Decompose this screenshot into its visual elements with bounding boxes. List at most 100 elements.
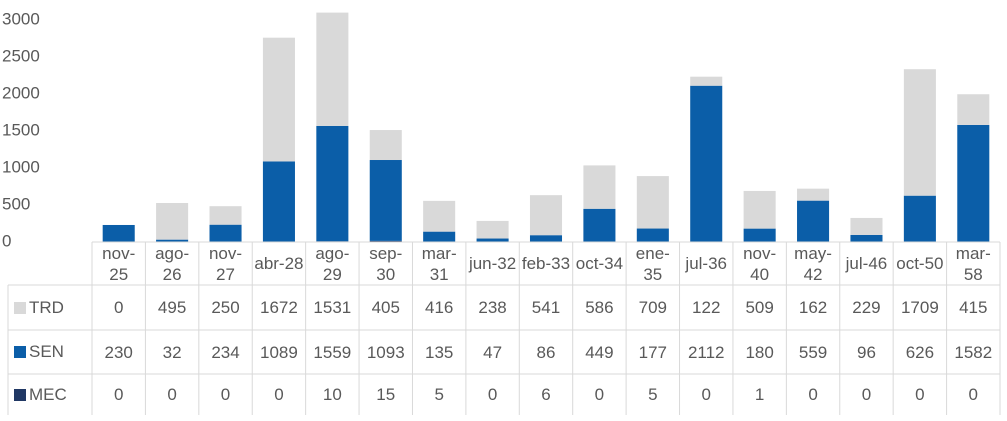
- table-value: 1709: [900, 298, 939, 317]
- table-value: 250: [211, 298, 240, 317]
- table-value: 0: [861, 385, 872, 404]
- bar: [850, 234, 883, 242]
- table-value: 0: [968, 385, 979, 404]
- y-tick-label: 2500: [2, 46, 40, 65]
- x-tick-label: abr-28: [254, 254, 304, 273]
- table-value: 0: [487, 385, 498, 404]
- bar: [369, 240, 402, 242]
- table-value: 416: [424, 298, 454, 317]
- legend-label: SEN: [29, 342, 64, 361]
- table-value: 0: [274, 385, 284, 404]
- y-tick-label: 3000: [2, 9, 40, 28]
- bar: [797, 188, 830, 201]
- table-value: 162: [798, 298, 828, 317]
- y-tick-label: 1500: [2, 120, 40, 139]
- table-value: 1: [754, 385, 765, 404]
- table-value: 234: [211, 342, 240, 362]
- y-tick-label: 500: [2, 194, 30, 213]
- bar: [529, 235, 563, 242]
- table-value: 1093: [366, 342, 405, 362]
- bar: [690, 76, 723, 86]
- bar: [262, 37, 295, 162]
- table-value: 1559: [313, 342, 352, 362]
- table-value: 559: [798, 342, 828, 362]
- bar: [369, 160, 402, 241]
- table-value: 122: [692, 298, 721, 317]
- bar: [156, 203, 189, 240]
- bar: [583, 165, 616, 209]
- table-value: 0: [915, 385, 925, 404]
- x-tick-label: oct-50: [896, 254, 944, 273]
- table-value: 0: [167, 385, 177, 404]
- bar: [957, 124, 990, 242]
- bar: [903, 69, 936, 196]
- bar: [743, 228, 776, 242]
- table-value: 177: [638, 342, 667, 362]
- x-tick-label: nov-25: [102, 243, 136, 284]
- bar: [583, 208, 616, 242]
- table-value: 0: [594, 385, 605, 404]
- bar: [636, 228, 669, 242]
- table-value: 2112: [687, 342, 725, 362]
- legend-key: [14, 388, 26, 401]
- table-value: 415: [959, 298, 988, 317]
- table-value: 0: [113, 385, 124, 404]
- table-value: 709: [638, 298, 667, 317]
- legend-key: [14, 301, 26, 314]
- bar: [423, 200, 456, 232]
- bar: [262, 161, 295, 242]
- legend-entry: SEN: [14, 330, 64, 374]
- table-value: 135: [424, 342, 454, 362]
- y-tick-label: 0: [2, 231, 11, 250]
- bar: [743, 190, 776, 229]
- legend-label: TRD: [29, 297, 64, 317]
- x-tick-label: nov-27: [208, 243, 243, 284]
- x-tick-label: may-42: [794, 243, 832, 284]
- x-tick-label: ene-35: [635, 243, 670, 284]
- x-tick-label: mar-31: [421, 243, 457, 284]
- bar: [903, 195, 936, 242]
- y-tick-label: 2000: [2, 83, 40, 102]
- x-tick-label: jul-46: [845, 254, 888, 273]
- table-value: 626: [905, 342, 935, 362]
- bar: [209, 206, 242, 225]
- table-value: 495: [157, 298, 187, 317]
- legend-key: [14, 346, 26, 358]
- legend-label: MEC: [29, 384, 67, 404]
- x-tick-label: ago-29: [315, 243, 350, 284]
- table-value: 180: [745, 342, 774, 362]
- bar: [476, 220, 509, 239]
- bar: [797, 200, 830, 242]
- x-tick-label: ago-26: [155, 243, 190, 284]
- bar: [690, 85, 723, 242]
- table-value: 238: [478, 298, 507, 317]
- table-value: 6: [541, 385, 551, 404]
- bar: [209, 224, 242, 242]
- bar: [529, 195, 563, 236]
- x-tick-label: oct-34: [575, 254, 624, 273]
- table-value: 1582: [954, 342, 993, 362]
- bar: [316, 125, 349, 242]
- legend-entry: MEC: [14, 374, 67, 415]
- x-tick-label: feb-33: [521, 254, 571, 273]
- y-tick-label: 1000: [2, 157, 40, 176]
- table-value: 0: [701, 385, 711, 404]
- table-value: 449: [585, 342, 614, 362]
- table-value: 541: [531, 298, 561, 317]
- table-value: 1672: [260, 298, 298, 317]
- x-tick-label: jun-32: [468, 254, 517, 273]
- table-value: 32: [162, 342, 182, 362]
- table-value: 230: [104, 342, 133, 362]
- bar: [369, 130, 402, 161]
- table-value: 5: [434, 385, 444, 404]
- table-value: 509: [745, 298, 774, 317]
- table-value: 96: [856, 342, 876, 362]
- legend-entry: TRD: [14, 285, 64, 330]
- table-value: 0: [808, 385, 818, 404]
- x-tick-label: mar-58: [955, 243, 991, 284]
- table-value: 5: [648, 385, 658, 404]
- bar: [850, 217, 883, 235]
- bar: [102, 224, 135, 242]
